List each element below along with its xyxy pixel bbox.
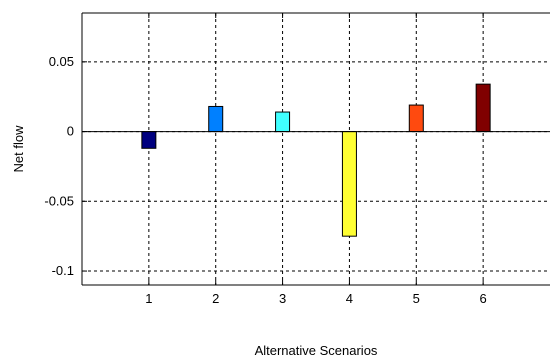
y-tick-label-1: -0.1 [52, 263, 74, 278]
x-tick-label-5: 5 [413, 291, 420, 306]
bar-scenario-3 [275, 111, 291, 133]
y-tick-label-3: 0 [67, 124, 74, 139]
bar-scenario-2 [208, 105, 224, 133]
bar-scenario-4 [341, 131, 357, 237]
x-tick-label-2: 2 [212, 291, 219, 306]
x-tick-label-3: 3 [279, 291, 286, 306]
bar-scenario-1 [141, 131, 157, 149]
plot-area [82, 13, 550, 285]
y-tick-label-4: 0.05 [49, 54, 74, 69]
y-tick-label-2: -0.05 [44, 193, 74, 208]
y-axis-title: Net flow [11, 125, 26, 173]
x-axis-title: Alternative Scenarios [255, 343, 378, 358]
tick-labels: 1 2 3 4 5 6 -0.1 -0.05 0 0.05 [44, 54, 486, 306]
bars [141, 83, 491, 237]
x-tick-label-6: 6 [480, 291, 487, 306]
x-tick-label-4: 4 [346, 291, 353, 306]
tick-marks [82, 13, 484, 285]
bar-scenario-5 [408, 104, 424, 133]
axes-frame [81, 12, 550, 286]
bar-scenario-6 [475, 83, 491, 133]
x-tick-label-1: 1 [145, 291, 152, 306]
